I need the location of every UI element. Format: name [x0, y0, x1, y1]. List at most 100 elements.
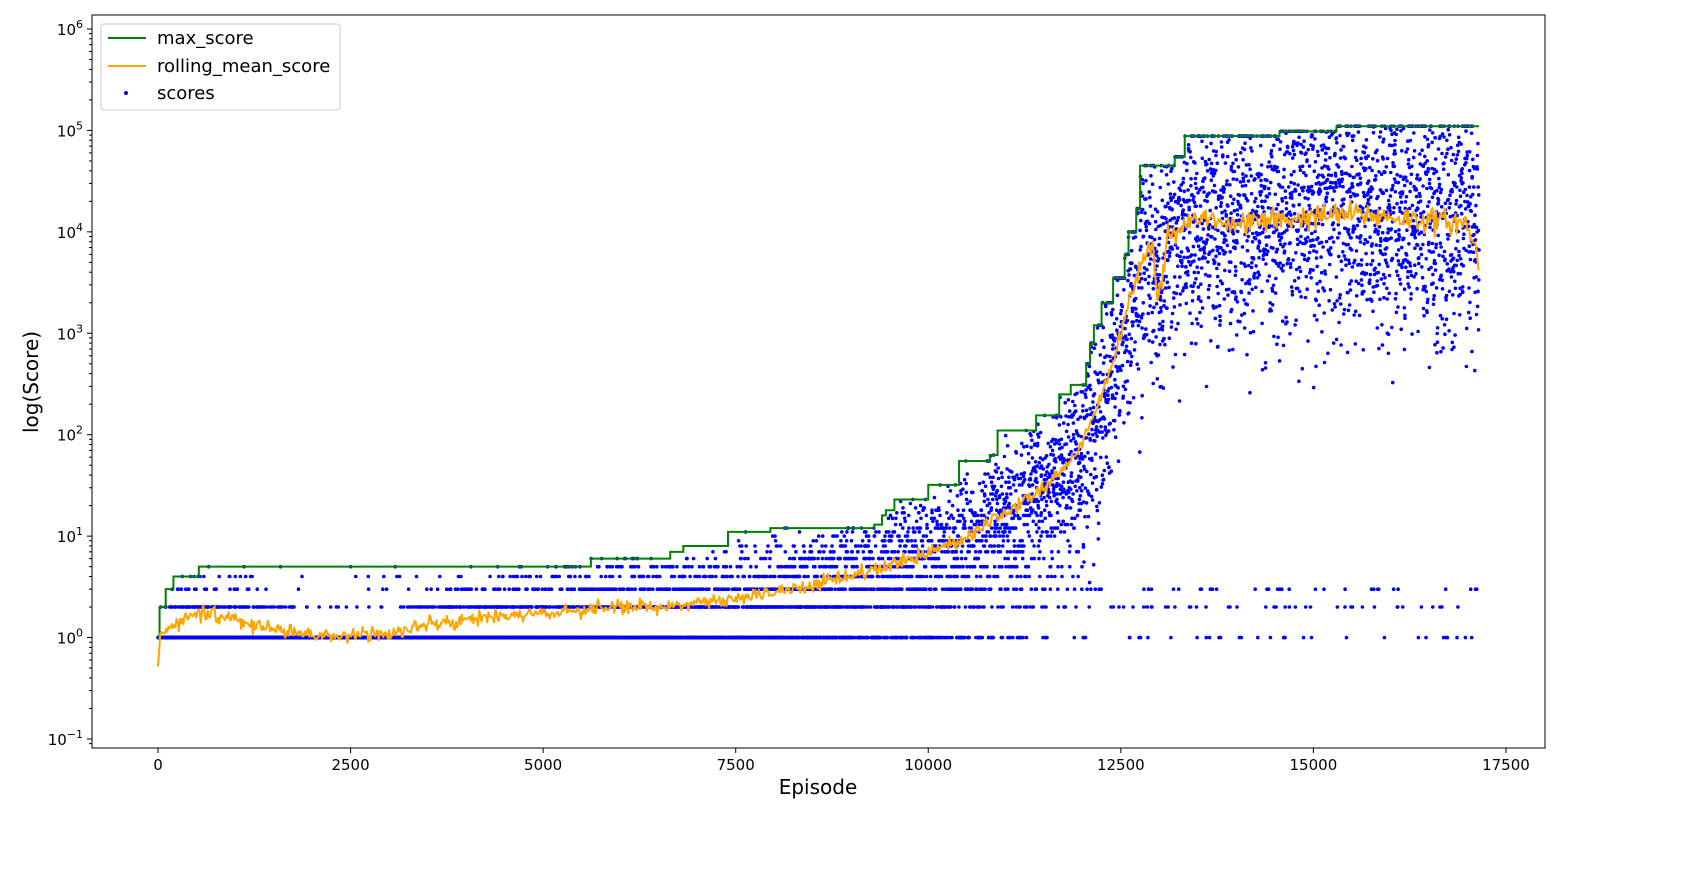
score-point [905, 534, 910, 538]
score-point [642, 587, 647, 591]
score-point [809, 550, 814, 554]
score-point [861, 550, 866, 554]
score-point [783, 550, 788, 554]
score-point [497, 574, 501, 579]
score-point [336, 605, 341, 609]
score-point [838, 556, 843, 561]
score-point [768, 550, 773, 554]
score-point [229, 605, 233, 609]
score-point [890, 534, 894, 538]
score-point [429, 587, 433, 591]
score-point [830, 544, 834, 548]
score-point [697, 574, 702, 579]
score-point [920, 544, 925, 548]
score-point [820, 534, 825, 538]
score-point [902, 511, 906, 515]
score-point [283, 605, 288, 609]
score-point [885, 550, 890, 554]
score-point [765, 550, 769, 554]
score-point [243, 574, 248, 579]
score-point [223, 605, 228, 609]
score-point [317, 605, 321, 609]
score-point [918, 526, 923, 530]
score-point [900, 539, 904, 543]
score-point [235, 587, 240, 591]
score-point [877, 556, 882, 561]
score-point [820, 544, 824, 548]
score-point [265, 605, 269, 609]
score-point [805, 564, 809, 569]
score-point [425, 587, 429, 591]
score-point [921, 574, 926, 579]
score-point [767, 564, 772, 569]
score-point [328, 605, 333, 609]
score-point [834, 564, 839, 569]
score-point [873, 544, 878, 548]
score-point [716, 564, 720, 569]
score-point [701, 587, 706, 591]
score-point [300, 574, 304, 579]
score-point [866, 635, 870, 640]
score-point [902, 516, 907, 521]
score-point [746, 556, 750, 561]
score-point [651, 587, 655, 591]
score-point [572, 587, 577, 591]
score-point [808, 544, 813, 548]
score-point [202, 574, 206, 579]
score-point [901, 506, 905, 510]
score-point [736, 539, 741, 543]
score-point [918, 503, 923, 508]
score-point [381, 587, 385, 591]
score-point [501, 574, 505, 579]
score-point [459, 574, 463, 579]
score-point [896, 550, 900, 554]
score-point [397, 574, 402, 579]
score-point [797, 574, 802, 579]
score-point [892, 530, 897, 534]
score-point [835, 534, 839, 538]
score-point [355, 605, 359, 609]
score-point [176, 587, 180, 591]
score-point [502, 587, 507, 591]
score-point [543, 587, 548, 591]
score-point [907, 526, 911, 530]
score-point [651, 564, 656, 569]
score-point [925, 526, 929, 530]
score-point [913, 506, 918, 510]
score-point [753, 550, 758, 554]
score-point [824, 564, 829, 569]
score-point [763, 556, 768, 561]
score-point [604, 574, 608, 579]
score-point [728, 564, 733, 569]
score-point [710, 574, 715, 579]
score-point [893, 522, 898, 527]
score-point [924, 513, 929, 518]
score-point [898, 522, 903, 527]
score-point [366, 587, 371, 591]
score-point [883, 544, 888, 548]
score-point [909, 539, 914, 543]
score-point [917, 511, 921, 515]
score-point [688, 574, 692, 579]
score-point [872, 587, 876, 591]
score-point [610, 564, 615, 569]
score-point [775, 544, 780, 548]
score-point [703, 574, 708, 579]
score-point [557, 574, 561, 579]
score-point [433, 605, 437, 609]
score-point [724, 564, 729, 569]
score-point [886, 516, 891, 521]
score-point [621, 587, 626, 591]
score-point [610, 574, 615, 579]
score-point [905, 635, 909, 640]
score-point [897, 534, 901, 538]
score-point [737, 587, 742, 591]
score-point [435, 587, 440, 591]
score-point [903, 519, 907, 524]
score-point [633, 564, 637, 569]
score-point [787, 574, 791, 579]
score-point [233, 574, 238, 579]
score-point [671, 564, 675, 569]
score-point [906, 539, 910, 543]
score-point [849, 539, 854, 543]
